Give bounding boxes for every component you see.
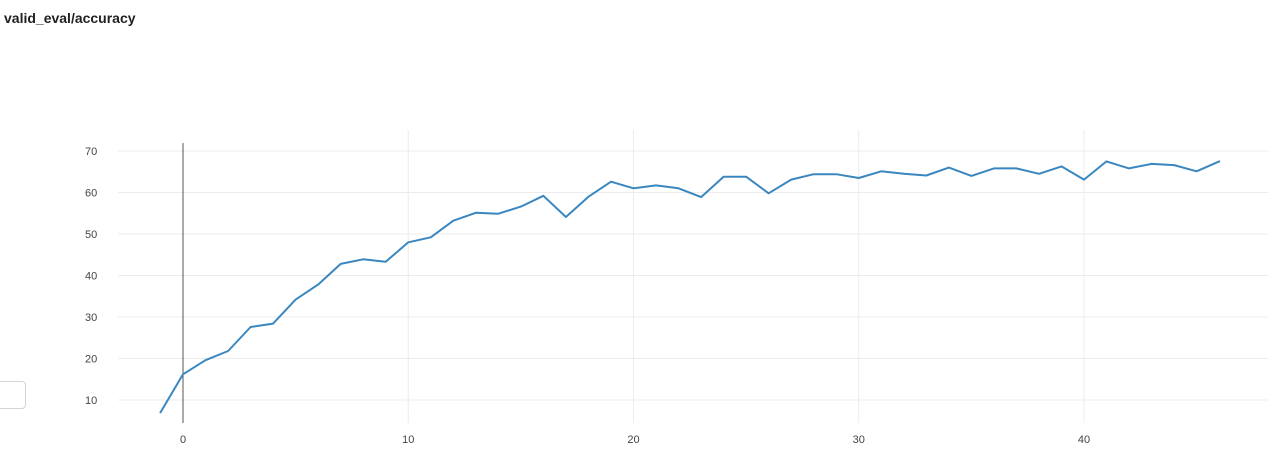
y-tick-label: 20 [85,354,97,366]
y-tick-label: 60 [85,188,97,200]
series-layer [159,160,1221,414]
side-input-box[interactable] [0,381,26,409]
y-tick-label: 50 [85,229,97,241]
x-tick-label: 0 [180,434,186,446]
x-tick-label: 10 [402,434,414,446]
grid-layer [118,130,1268,423]
series-line [159,160,1221,414]
y-tick-label: 40 [85,271,97,283]
x-tick-label: 40 [1078,434,1090,446]
chart-title: valid_eval/accuracy [4,10,136,26]
x-tick-label: 20 [627,434,639,446]
y-tick-label: 30 [85,312,97,324]
tick-layer: 10 20 30 40 50 60 70 0 10 20 30 40 [85,146,1090,446]
x-tick-label: 30 [853,434,865,446]
y-tick-label: 70 [85,146,97,158]
y-tick-label: 10 [85,395,97,407]
